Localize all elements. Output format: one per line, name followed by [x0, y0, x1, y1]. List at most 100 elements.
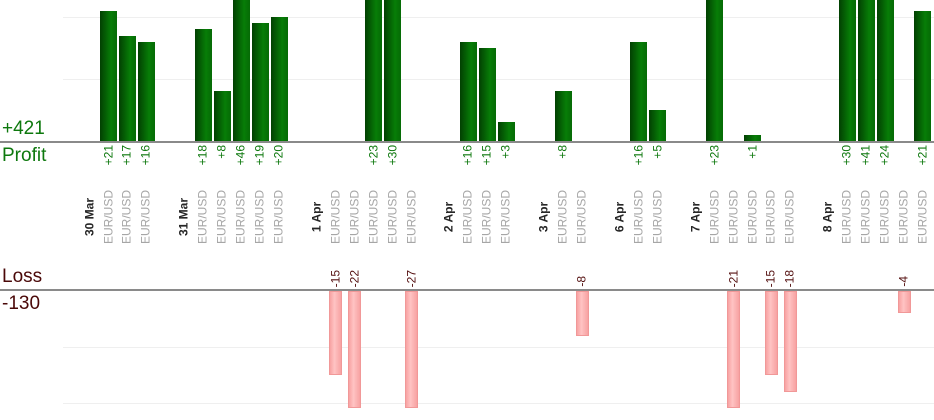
- date-label: 31 Mar: [176, 197, 191, 237]
- symbol-label: EUR/USD: [915, 189, 930, 245]
- symbol-label: EUR/USD: [100, 189, 115, 245]
- loss-bar: [329, 291, 343, 375]
- profit-value-label: +21: [100, 145, 115, 166]
- profit-bar: [459, 42, 477, 141]
- profit-bar: [137, 42, 155, 141]
- symbol-label: EUR/USD: [763, 189, 778, 245]
- profit-bar: [384, 0, 402, 141]
- symbol-label: EUR/USD: [877, 189, 892, 245]
- loss-bar: [783, 291, 797, 392]
- profit-value-label: +5: [650, 145, 665, 159]
- symbol-label: EUR/USD: [214, 189, 229, 245]
- symbol-label: EUR/USD: [858, 189, 873, 245]
- loss-axis-line: [0, 289, 934, 291]
- profit-value-label: +8: [555, 145, 570, 159]
- profit-bar: [213, 91, 231, 141]
- date-label: 7 Apr: [688, 201, 703, 233]
- profit-bar: [194, 29, 212, 141]
- profit-value-label: +30: [839, 145, 854, 166]
- symbol-label: EUR/USD: [252, 189, 267, 245]
- profit-bar: [497, 122, 515, 141]
- symbol-label: EUR/USD: [650, 189, 665, 245]
- symbol-label: EUR/USD: [271, 189, 286, 245]
- profit-value-label: +16: [138, 145, 153, 166]
- symbol-label: EUR/USD: [725, 189, 740, 245]
- symbol-label: EUR/USD: [403, 189, 418, 245]
- profit-bar: [118, 36, 136, 141]
- date-label: 30 Mar: [82, 197, 96, 237]
- profit-value-label: +15: [479, 145, 494, 166]
- profit-value-label: +1: [744, 145, 759, 159]
- profit-axis-line: [0, 141, 934, 143]
- profit-gridline: [63, 79, 934, 80]
- profit-bar: [100, 11, 118, 141]
- symbol-label: EUR/USD: [347, 189, 362, 245]
- symbol-label: EUR/USD: [385, 189, 400, 245]
- profit-bar: [744, 135, 761, 141]
- loss-value-label: -8: [574, 276, 589, 287]
- profit-value-label: +21: [915, 145, 930, 166]
- profit-bar: [270, 17, 288, 141]
- loss-bar: [405, 291, 419, 408]
- profit-total: +421: [2, 118, 45, 139]
- symbol-label: EUR/USD: [631, 189, 646, 245]
- profit-bar: [251, 23, 269, 141]
- loss-bar: [575, 291, 589, 336]
- profit-bar: [914, 11, 932, 141]
- loss-section-label: Loss: [2, 266, 43, 287]
- symbol-label: EUR/USD: [233, 189, 248, 245]
- symbol-label: EUR/USD: [574, 189, 589, 245]
- symbol-label: EUR/USD: [555, 189, 570, 245]
- symbol-label: EUR/USD: [119, 189, 134, 245]
- symbol-label: EUR/USD: [328, 189, 343, 245]
- profit-value-label: +20: [271, 145, 286, 166]
- symbol-label: EUR/USD: [744, 189, 759, 245]
- profit-gridline: [63, 17, 934, 18]
- profit-bar: [649, 110, 667, 141]
- loss-bar: [348, 291, 362, 408]
- profit-value-label: +30: [385, 145, 400, 166]
- profit-bar: [838, 0, 856, 141]
- profit-bar: [857, 0, 875, 141]
- loss-value-label: -15: [328, 269, 343, 287]
- profit-value-label: +23: [707, 145, 722, 166]
- symbol-label: EUR/USD: [460, 189, 475, 245]
- date-label: 3 Apr: [536, 201, 551, 233]
- profit-value-label: +8: [214, 145, 229, 159]
- profit-bar: [706, 0, 724, 141]
- profit-value-label: +24: [877, 145, 892, 166]
- loss-bar: [727, 291, 741, 408]
- profit-value-label: +16: [460, 145, 475, 166]
- profit-bar: [876, 0, 894, 141]
- symbol-label: EUR/USD: [479, 189, 494, 245]
- symbol-label: EUR/USD: [839, 189, 854, 245]
- loss-value-label: -4: [896, 276, 911, 287]
- symbol-label: EUR/USD: [707, 189, 722, 245]
- symbol-label: EUR/USD: [498, 189, 513, 245]
- profit-value-label: +3: [498, 145, 513, 159]
- profit-value-label: +41: [858, 145, 873, 166]
- profit-bar: [478, 48, 496, 141]
- symbol-label: EUR/USD: [195, 189, 210, 245]
- symbol-label: EUR/USD: [366, 189, 381, 245]
- loss-gridline: [63, 403, 934, 404]
- symbol-label: EUR/USD: [782, 189, 797, 245]
- symbol-label: EUR/USD: [896, 189, 911, 245]
- date-label: 8 Apr: [820, 201, 835, 233]
- loss-bar: [897, 291, 911, 313]
- loss-value-label: -15: [763, 269, 778, 287]
- profit-value-label: +17: [119, 145, 134, 166]
- date-label: 1 Apr: [309, 201, 324, 233]
- profit-value-label: +19: [252, 145, 267, 166]
- profit-bar: [232, 0, 250, 141]
- date-label: 2 Apr: [441, 201, 456, 233]
- date-label: 6 Apr: [612, 201, 627, 233]
- profit-bar: [554, 91, 572, 141]
- loss-value-label: -18: [782, 269, 797, 287]
- loss-value-label: -27: [403, 269, 418, 287]
- profit-value-label: +18: [195, 145, 210, 166]
- loss-gridline: [63, 347, 934, 348]
- loss-bar: [764, 291, 778, 375]
- profit-bar: [365, 0, 383, 141]
